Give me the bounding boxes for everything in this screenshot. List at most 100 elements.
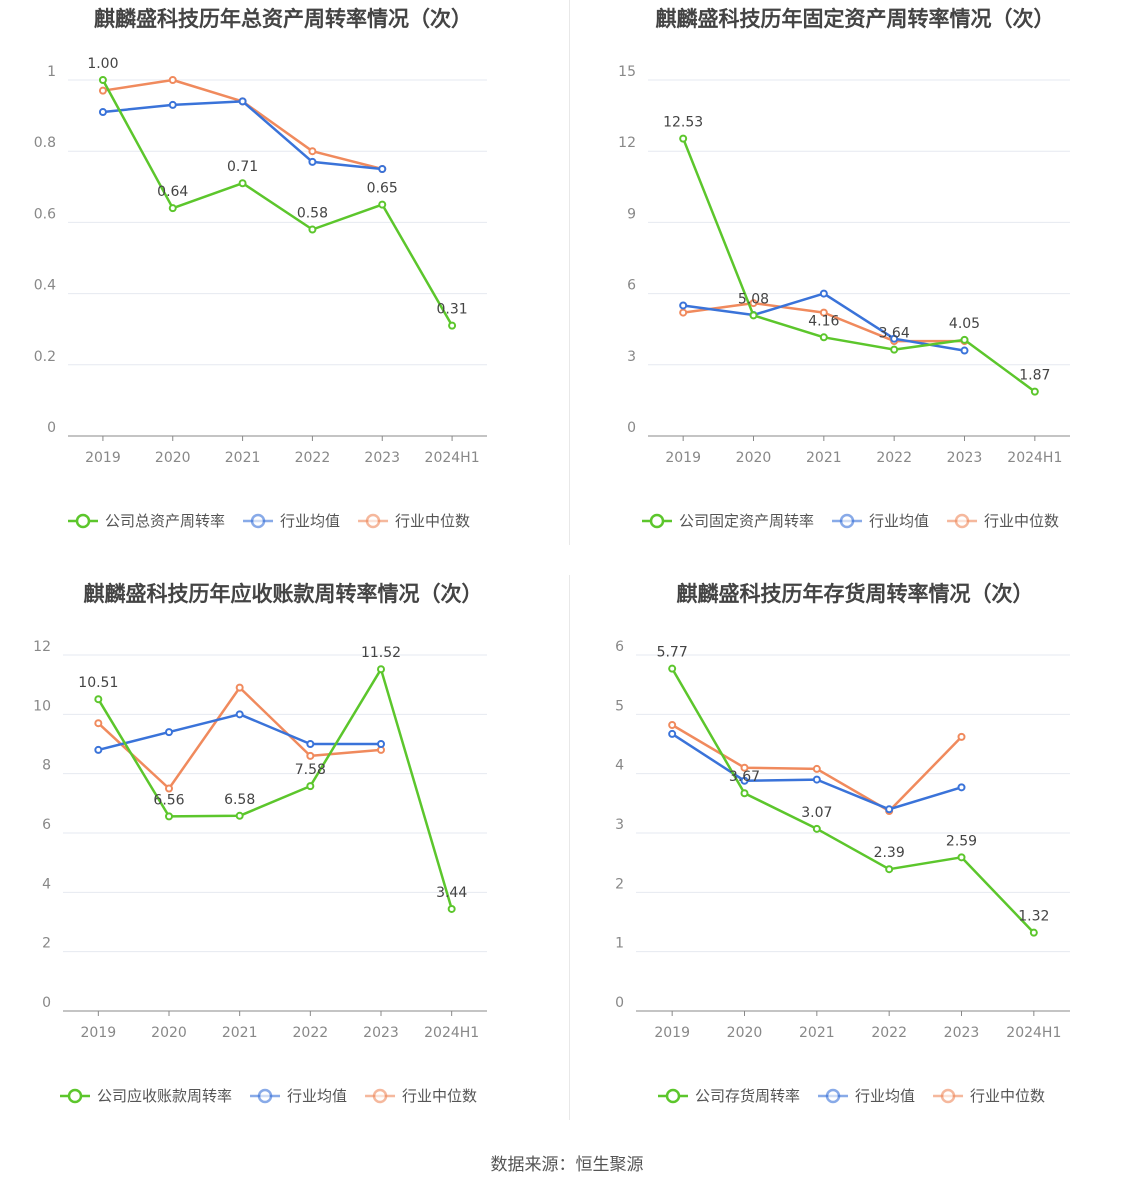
fixed-asset-turnover-chart: 麒麟盛科技历年固定资产周转率情况（次） 0 3 6 9 12 15 2019 2020 2021 2… <box>618 7 1070 530</box>
x-tick-label: 2024H1 <box>1006 1025 1061 1041</box>
data-point-company[interactable] <box>94 695 103 704</box>
legend-item-avg[interactable]: 行业均值 <box>250 1087 347 1105</box>
chart-panel-receivables: 麒麟盛科技历年应收账款周转率情况（次） 0 2 4 6 8 10 12 2019 2020 2021… <box>0 575 567 1150</box>
data-point-company[interactable] <box>957 853 966 862</box>
data-point-company[interactable] <box>168 204 177 213</box>
data-point-median[interactable] <box>308 147 317 156</box>
legend-item-median[interactable]: 行业中位数 <box>947 512 1059 530</box>
y-tick-label: 5 <box>615 698 624 714</box>
data-point-median[interactable] <box>668 721 677 730</box>
y-tick-label: 1 <box>47 64 56 80</box>
data-point-median[interactable] <box>94 719 103 728</box>
data-point-median[interactable] <box>819 308 828 317</box>
data-point-company[interactable] <box>668 664 677 673</box>
legend-item-company[interactable]: 公司固定资产周转率 <box>642 512 814 530</box>
legend-swatch-marker <box>250 513 266 529</box>
data-label: 6.58 <box>224 792 255 808</box>
data-label: 10.51 <box>78 675 118 691</box>
data-point-company[interactable] <box>306 782 315 791</box>
y-tick-label: 4 <box>615 758 624 774</box>
legend-item-median[interactable]: 行业中位数 <box>365 1087 477 1105</box>
data-point-company[interactable] <box>885 865 894 874</box>
legend-label: 公司总资产周转率 <box>105 512 225 530</box>
data-point-avg[interactable] <box>812 775 821 784</box>
data-point-company[interactable] <box>890 345 899 354</box>
y-tick-label: 0 <box>615 995 624 1011</box>
data-point-company[interactable] <box>740 789 749 798</box>
x-tick-label: 2022 <box>871 1025 907 1041</box>
legend-swatch-marker <box>665 1088 681 1104</box>
data-point-company[interactable] <box>819 333 828 342</box>
legend-item-median[interactable]: 行业中位数 <box>933 1087 1045 1105</box>
data-point-avg[interactable] <box>308 157 317 166</box>
data-point-avg[interactable] <box>957 783 966 792</box>
data-point-median[interactable] <box>306 751 315 760</box>
data-label: 6.56 <box>153 792 184 808</box>
x-tick-label: 2023 <box>363 1025 399 1041</box>
data-point-company[interactable] <box>1029 928 1038 937</box>
y-tick-label: 2 <box>42 936 51 952</box>
legend-label: 公司固定资产周转率 <box>679 512 814 530</box>
data-point-median[interactable] <box>812 764 821 773</box>
data-point-company[interactable] <box>1030 387 1039 396</box>
legend-item-avg[interactable]: 行业均值 <box>832 512 929 530</box>
data-point-avg[interactable] <box>306 740 315 748</box>
legend-item-company[interactable]: 公司总资产周转率 <box>68 512 225 530</box>
legend-item-avg[interactable]: 行业均值 <box>818 1087 915 1105</box>
data-point-avg[interactable] <box>679 301 688 310</box>
data-point-company[interactable] <box>448 321 457 330</box>
data-point-avg[interactable] <box>238 97 247 106</box>
data-point-company[interactable] <box>812 824 821 833</box>
series-line-avg <box>97 713 381 752</box>
legend-item-company[interactable]: 公司应收账款周转率 <box>60 1087 232 1105</box>
data-point-company[interactable] <box>960 335 969 344</box>
data-point-company[interactable] <box>235 811 244 820</box>
data-point-company[interactable] <box>377 665 385 674</box>
data-point-avg[interactable] <box>378 165 387 173</box>
legend-swatch-marker <box>940 1088 956 1104</box>
legend-item-avg[interactable]: 行业均值 <box>243 512 340 530</box>
data-point-company[interactable] <box>679 134 688 143</box>
panel-divider-top <box>569 0 570 545</box>
data-point-median[interactable] <box>235 683 244 692</box>
data-point-avg[interactable] <box>890 334 899 343</box>
data-point-avg[interactable] <box>960 346 969 355</box>
data-point-avg[interactable] <box>885 805 894 814</box>
data-point-company[interactable] <box>378 200 387 209</box>
data-point-company[interactable] <box>238 179 247 188</box>
data-point-company[interactable] <box>447 904 456 913</box>
data-point-avg[interactable] <box>740 776 749 785</box>
y-tick-label: 1 <box>615 936 624 952</box>
data-point-company[interactable] <box>749 311 758 320</box>
total-asset-turnover-chart: 麒麟盛科技历年总资产周转率情况（次） 0 0.2 0.4 0.6 0.8 1 2019 2020… <box>34 7 487 530</box>
data-label: 12.53 <box>663 115 703 131</box>
x-tick-label: 2020 <box>155 450 191 466</box>
data-label: 3.44 <box>436 885 467 901</box>
data-point-avg[interactable] <box>168 100 177 109</box>
chart-title: 麒麟盛科技历年存货周转率情况（次） <box>677 582 1034 606</box>
data-point-avg[interactable] <box>235 710 244 719</box>
data-point-avg[interactable] <box>377 740 385 748</box>
data-point-median[interactable] <box>98 86 107 95</box>
data-point-avg[interactable] <box>94 745 103 754</box>
data-point-median[interactable] <box>749 299 758 308</box>
data-point-median[interactable] <box>168 76 177 84</box>
legend-item-company[interactable]: 公司存货周转率 <box>658 1087 800 1105</box>
legend-swatch-marker <box>372 1088 388 1104</box>
data-point-median[interactable] <box>740 763 749 772</box>
data-point-avg[interactable] <box>98 108 107 117</box>
x-tick-label: 2021 <box>799 1025 835 1041</box>
data-point-median[interactable] <box>165 784 173 793</box>
data-point-avg[interactable] <box>668 729 677 738</box>
legend-item-median[interactable]: 行业中位数 <box>358 512 470 530</box>
x-tick-label: 2023 <box>944 1025 980 1041</box>
data-point-median[interactable] <box>679 308 688 317</box>
x-tick-label: 2023 <box>364 450 400 466</box>
data-point-company[interactable] <box>165 812 173 821</box>
data-point-median[interactable] <box>957 732 966 741</box>
data-point-avg[interactable] <box>819 289 828 298</box>
chart-title: 麒麟盛科技历年应收账款周转率情况（次） <box>84 582 483 606</box>
data-point-avg[interactable] <box>165 728 173 737</box>
data-point-company[interactable] <box>308 225 317 234</box>
data-point-company[interactable] <box>98 76 107 84</box>
